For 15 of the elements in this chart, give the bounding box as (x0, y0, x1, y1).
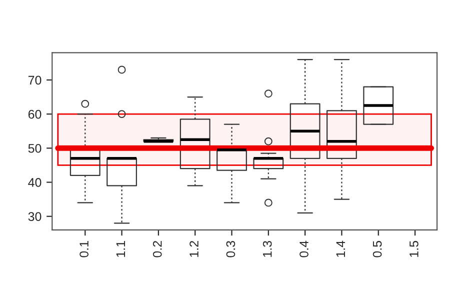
x-tick-label: 0.3 (226, 240, 236, 258)
y-tick-label: 40 (28, 178, 42, 187)
x-tick-label: 1.1 (116, 241, 126, 257)
x-tick-label: 0.1 (80, 241, 88, 258)
x-tick-label: 1.2 (190, 241, 198, 257)
y-tick-label: 50 (28, 144, 42, 153)
x-tick-label: 0.2 (152, 241, 162, 258)
x-tick-label: 0.5 (372, 240, 382, 258)
y-tick-label: 30 (28, 212, 42, 222)
y-tick-label: 60 (28, 110, 42, 119)
x-tick-label: 1.5 (410, 240, 418, 257)
y-tick-label: 70 (28, 76, 42, 85)
x-tick-label: 1.3 (262, 240, 272, 257)
x-tick-label: 0.4 (300, 240, 308, 258)
x-tick-label: 1.4 (336, 240, 345, 257)
